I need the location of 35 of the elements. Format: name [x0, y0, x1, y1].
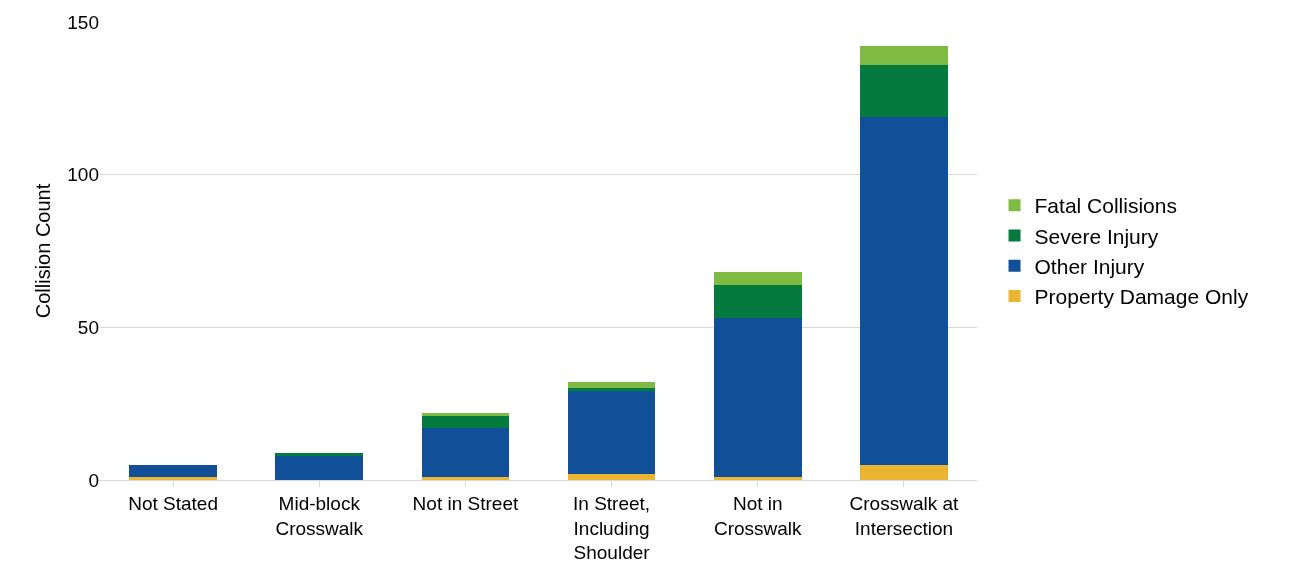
legend-label: Property Damage Only	[1034, 285, 1249, 309]
bar	[421, 428, 510, 477]
bar	[129, 464, 217, 477]
legend-label: Other Injury	[1034, 254, 1145, 278]
bar	[275, 455, 364, 480]
bar	[860, 64, 948, 117]
bar	[275, 452, 364, 456]
bar	[713, 272, 802, 285]
x-tick-label: Not Stated	[128, 492, 218, 514]
bar	[421, 415, 510, 429]
x-tick-label: Mid-block Crosswalk	[275, 492, 364, 539]
bar	[713, 476, 802, 480]
bar	[567, 388, 656, 392]
bar	[421, 476, 510, 480]
y-axis-title: Collision Count	[32, 183, 54, 319]
bar	[713, 318, 802, 477]
bar	[860, 116, 948, 465]
legend-label: Severe Injury	[1034, 224, 1159, 248]
y-tick-label: 0	[88, 469, 99, 491]
bar	[567, 382, 656, 389]
x-tick-label: Not in Crosswalk	[713, 492, 803, 539]
y-tick-label: 50	[77, 316, 99, 338]
y-tick-label: 150	[67, 11, 99, 33]
bar	[860, 464, 948, 480]
bar	[567, 391, 656, 474]
x-tick-label: Crosswalk at Intersection	[849, 492, 960, 539]
bar	[713, 284, 802, 319]
y-tick-label: 100	[67, 164, 99, 186]
x-tick-label: In Street, Including Shoulder	[573, 492, 651, 564]
legend-label: Fatal Collisions	[1034, 194, 1177, 218]
bar	[860, 46, 948, 65]
bar	[129, 476, 217, 480]
bar	[567, 473, 656, 480]
x-tick-label: Not in Street	[412, 492, 519, 514]
bar	[421, 412, 510, 416]
